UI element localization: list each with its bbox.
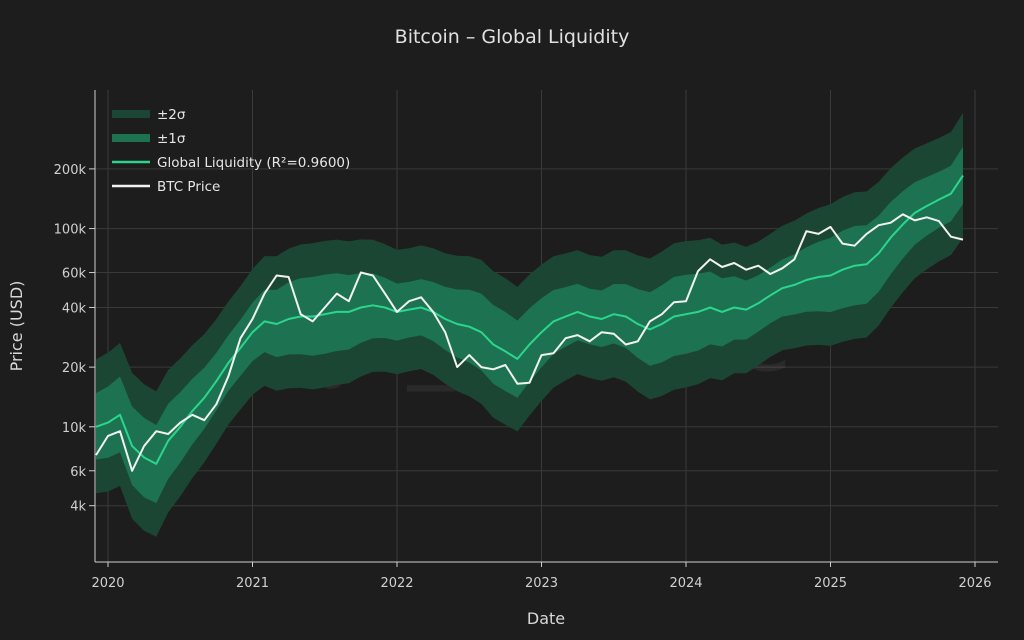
legend-item-label: BTC Price	[157, 179, 220, 195]
x-tick-label: 2023	[525, 576, 558, 591]
y-tick-label: 6k	[70, 465, 86, 480]
y-tick-label: 4k	[70, 500, 86, 515]
series-global-liquidity	[95, 175, 964, 465]
y-tick-label: 200k	[54, 163, 87, 178]
y-tick-label: 100k	[54, 223, 87, 238]
series-btc-price	[95, 213, 964, 472]
legend-swatch	[112, 134, 150, 142]
x-tick-label: 2025	[814, 576, 847, 591]
y-axis-label: Price (USD)	[7, 281, 26, 372]
legend-item-label: Global Liquidity (R²=0.9600)	[157, 155, 350, 171]
chart-title: Bitcoin – Global Liquidity	[394, 26, 630, 48]
x-tick-label: 2021	[236, 576, 269, 591]
y-tick-label: 20k	[62, 361, 87, 376]
x-tick-label: 2022	[380, 576, 413, 591]
legend-item-label: ±1σ	[157, 131, 186, 147]
bands	[96, 113, 963, 537]
x-tick-label: 2020	[91, 576, 124, 591]
x-axis-label: Date	[527, 609, 565, 628]
legend[interactable]: ±2σ ±1σ Global Liquidity (R²=0.9600) BTC Pr…	[112, 107, 350, 195]
legend-swatch	[112, 110, 150, 118]
y-tick-label: 60k	[62, 267, 87, 282]
x-tick-label: 2026	[958, 576, 991, 591]
y-tick-label: 40k	[62, 301, 87, 316]
lines	[95, 175, 964, 472]
axes: 2020 2021 2022 2023 2024 2025 2026 4k 6k 10k 20k 40…	[54, 90, 998, 591]
x-tick-label: 2024	[669, 576, 702, 591]
legend-item-label: ±2σ	[157, 107, 186, 123]
band-1sigma	[96, 146, 963, 504]
y-tick-label: 10k	[62, 421, 87, 436]
